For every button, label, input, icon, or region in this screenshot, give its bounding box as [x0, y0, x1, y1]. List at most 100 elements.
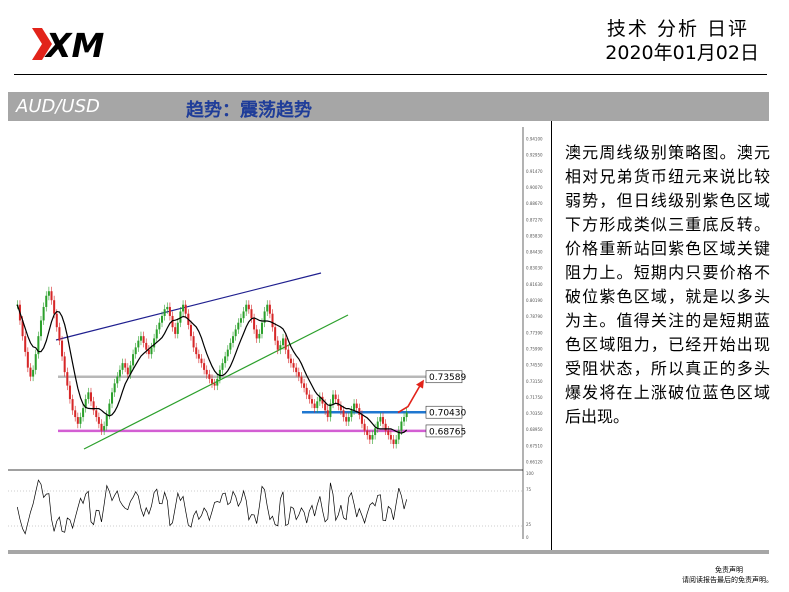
candle-body: [63, 356, 66, 373]
candle-body: [313, 403, 316, 409]
candle-body: [71, 399, 74, 411]
y-tick-label: 0.84430: [526, 250, 543, 255]
candle-body: [166, 306, 169, 310]
candle-body: [47, 291, 50, 296]
candle-body: [337, 399, 340, 406]
oscillator-line: [16, 479, 408, 535]
candle-body: [279, 345, 282, 350]
candle-body: [184, 304, 187, 314]
candle-body: [289, 358, 292, 364]
xm-logo: XM: [32, 26, 104, 64]
y-tick-label: 0.71750: [526, 395, 543, 400]
candle-body: [116, 376, 119, 384]
candle-body: [21, 320, 24, 337]
candle-body: [82, 408, 85, 418]
candle-body: [53, 300, 56, 314]
candle-body: [195, 347, 198, 355]
candle-body: [284, 338, 287, 350]
y-tick-label: 0.83030: [526, 266, 543, 271]
candle-body: [234, 329, 237, 337]
candle-body: [216, 378, 219, 386]
candle-body: [332, 394, 335, 404]
price-chart: 0.94100 0.92950 0.91470 0.90070 0.88670 0.872…: [8, 127, 551, 550]
candle-body: [139, 336, 142, 341]
moving-average-line: [16, 304, 408, 434]
candle-body: [39, 320, 43, 337]
candle-body: [400, 421, 403, 431]
candle-body: [142, 336, 145, 343]
y-tick-label: 0.92950: [526, 153, 543, 158]
y-tick-label: 0.94100: [526, 137, 543, 142]
candle-body: [124, 363, 127, 368]
candle-body: [176, 322, 179, 334]
y-tick-label: 0.66120: [526, 460, 543, 465]
candle-body: [105, 414, 108, 427]
candle-body: [250, 309, 253, 319]
oscillator-tick-label: 0: [526, 535, 529, 540]
level-label-blue: 0.70430: [429, 409, 466, 419]
candle-body: [242, 311, 245, 319]
candle-body: [210, 378, 214, 384]
y-tick-label: 0.75990: [526, 346, 543, 351]
level-box-blue: [425, 405, 463, 419]
oscillator-tick-label: 25: [526, 522, 532, 527]
disclaimer-title: 免责声明: [715, 566, 743, 574]
level-box-purple: [425, 424, 463, 438]
candle-body: [297, 372, 300, 377]
candle-body: [113, 383, 116, 393]
candle-body: [205, 369, 208, 375]
candle-body: [366, 430, 369, 436]
candle-body: [134, 347, 137, 355]
candle-body: [303, 383, 306, 388]
candle-body: [155, 329, 158, 339]
candle-body: [55, 313, 58, 328]
candle-body: [316, 401, 319, 409]
logo-text: XM: [44, 26, 104, 64]
y-tick-label: 0.77390: [526, 330, 543, 335]
candle-body: [324, 403, 327, 411]
candle-body: [84, 399, 87, 409]
candle-body: [229, 342, 232, 350]
candle-body: [147, 349, 150, 355]
candle-body: [218, 369, 221, 379]
candle-body: [253, 318, 256, 330]
candle-body: [26, 351, 29, 368]
header-divider: [14, 74, 767, 75]
candle-body: [239, 318, 242, 323]
candle-body: [363, 423, 366, 431]
level-box-gray: [425, 370, 463, 384]
upper-trendline: [55, 272, 322, 341]
candle-body: [392, 439, 395, 445]
candle-body: [92, 401, 95, 411]
candle-body: [89, 392, 92, 402]
y-tick-label: 0.68950: [526, 427, 543, 432]
candle-body: [132, 354, 135, 366]
candle-body: [247, 304, 250, 310]
candle-body: [213, 383, 216, 386]
candle-body: [160, 315, 164, 323]
candle-body: [68, 385, 71, 400]
candle-body: [237, 322, 240, 330]
section-bar: AUD/USD 趋势：震荡趋势: [8, 92, 769, 121]
candle-body: [121, 363, 124, 370]
candle-body: [158, 322, 161, 330]
candle-body: [189, 324, 192, 337]
candle-body: [305, 387, 308, 395]
candle-body: [126, 367, 129, 375]
report-title: 技术 分析 日评: [606, 18, 749, 40]
candle-body: [137, 340, 140, 348]
candle-body: [66, 372, 69, 386]
candle-body: [163, 309, 166, 316]
analysis-text: 澳元周线级别策略图。澳元相对兄弟货币纽元来说比较弱势，但日线级别紫色区域下方形成…: [565, 143, 770, 426]
candle-body: [403, 417, 406, 422]
candle-body: [61, 340, 64, 357]
candle-body: [168, 306, 171, 316]
candle-body: [379, 417, 382, 422]
candle-body: [50, 291, 53, 301]
candle-body: [29, 367, 32, 377]
candle-body: [111, 392, 114, 404]
candle-body: [208, 374, 211, 379]
candle-body: [129, 365, 132, 375]
candle-body: [153, 338, 156, 348]
report-date: 2020年01月02日: [605, 42, 759, 64]
